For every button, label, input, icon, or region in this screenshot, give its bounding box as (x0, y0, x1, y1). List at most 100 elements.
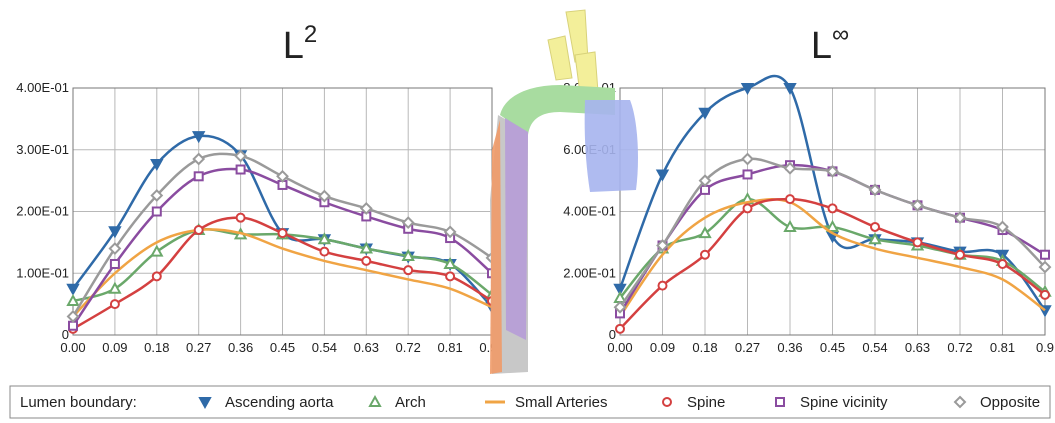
marker (1038, 260, 1052, 274)
marker (996, 220, 1009, 234)
marker (150, 244, 164, 257)
marker (1040, 249, 1050, 260)
series-line (618, 198, 1046, 318)
marker (401, 216, 415, 230)
x-tick-label: 0.36 (228, 340, 253, 355)
marker (403, 265, 414, 276)
marker (151, 271, 162, 282)
marker (775, 397, 785, 407)
marker (359, 241, 373, 254)
x-tick-label: 0.00 (607, 340, 632, 355)
marker (1040, 289, 1050, 300)
legend-label: Arch (395, 394, 426, 411)
marker (657, 280, 668, 291)
legend-title: Lumen boundary: (20, 394, 137, 411)
x-tick-label: 0.54 (862, 340, 887, 355)
marker (192, 131, 206, 144)
x-tick-label: 0.81 (990, 340, 1015, 355)
x-tick-label: 0.72 (396, 340, 421, 355)
marker (613, 300, 627, 314)
marker (193, 171, 204, 182)
marker (783, 219, 797, 232)
marker (108, 242, 122, 255)
x-tick-label: 0.36 (777, 340, 802, 355)
y-tick-label: 2.00E-01 (563, 265, 616, 280)
marker (741, 152, 754, 166)
marker (662, 397, 672, 407)
marker (870, 221, 880, 232)
legend-label: Spine (687, 394, 725, 411)
x-tick-label: 0.54 (312, 340, 337, 355)
legend-box (9, 385, 1051, 419)
title-superscript: 2 (304, 21, 317, 48)
x-tick-label: 0.09 (650, 340, 675, 355)
y-tick-label: 1.00E-01 (16, 265, 69, 280)
marker (698, 174, 712, 188)
marker (359, 201, 373, 215)
marker (368, 394, 382, 407)
y-tick-label: 4.00E-01 (16, 80, 69, 95)
legend-label: Opposite (980, 394, 1040, 411)
marker (109, 299, 120, 310)
aorta-illustration (490, 9, 638, 374)
branch (547, 35, 573, 81)
series-line (72, 228, 493, 318)
title-superscript: ∞ (832, 21, 849, 48)
title-text: L (811, 25, 832, 67)
marker (445, 271, 456, 282)
marker (401, 248, 415, 261)
marker (825, 219, 840, 232)
chart: L2 0 1.00E-01 2.00E-01 3.00E-01 4.00E-01 0.00 0… (16, 21, 504, 355)
x-tick-label: 0.27 (186, 340, 211, 355)
chart-title: L2 (283, 21, 318, 67)
x-tick-label: 0.18 (692, 340, 717, 355)
x-tick-label: 0.27 (735, 340, 760, 355)
marker (66, 293, 80, 307)
marker (66, 283, 80, 296)
y-tick-label: 2.00E-01 (16, 204, 69, 219)
marker (66, 310, 80, 323)
legend: Lumen boundary: Ascending aorta Arch Small … (9, 385, 1051, 419)
marker (615, 323, 625, 334)
marker (655, 169, 670, 182)
x-tick-label: 0.9 (1036, 340, 1054, 355)
x-tick-label: 0.81 (437, 340, 462, 355)
marker (317, 232, 332, 245)
marker (109, 258, 120, 269)
marker (656, 239, 669, 252)
marker (785, 194, 795, 205)
x-tick-label: 0.45 (820, 340, 845, 355)
legend-label: Small Arteries (515, 394, 608, 411)
marker (698, 226, 712, 239)
marker (742, 169, 753, 180)
arch (500, 85, 615, 135)
marker (700, 249, 710, 260)
y-tick-label: 0 (609, 327, 616, 342)
legend-label: Spine vicinity (800, 394, 888, 411)
spine-vicinity-region (505, 118, 528, 340)
x-tick-label: 0.72 (947, 340, 972, 355)
x-tick-label: 0.00 (60, 340, 85, 355)
marker (698, 107, 712, 120)
title-text: L (283, 25, 304, 67)
x-tick-label: 0.63 (905, 340, 930, 355)
marker (150, 158, 164, 172)
x-tick-label: 0.18 (144, 340, 169, 355)
chart: L∞02.00E-014.00E-016.00E-018.00E-010.000… (563, 21, 1054, 355)
y-tick-label: 0 (62, 327, 69, 342)
marker (953, 395, 967, 409)
marker (198, 397, 212, 410)
legend-label: Ascending aorta (225, 394, 334, 411)
x-tick-label: 0.63 (354, 340, 379, 355)
marker (234, 149, 248, 163)
marker (827, 203, 838, 214)
plot-frame (619, 87, 1046, 336)
marker (317, 189, 331, 203)
x-tick-label: 0.45 (270, 340, 295, 355)
marker (276, 169, 289, 183)
marker (277, 228, 288, 239)
marker (443, 225, 457, 239)
marker (235, 212, 246, 223)
